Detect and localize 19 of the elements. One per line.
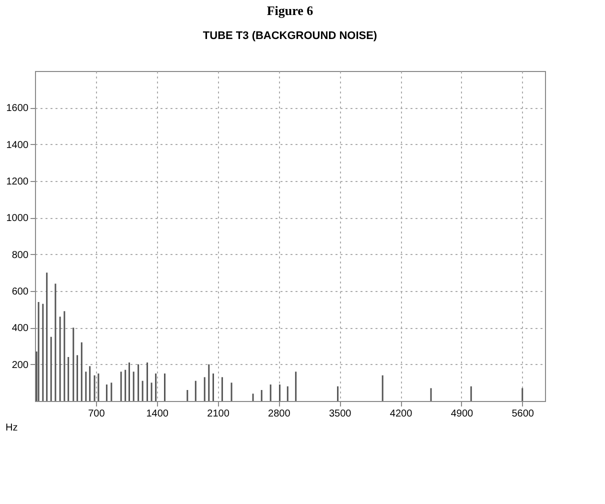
x-axis-title: Hz <box>6 422 18 434</box>
y-tick-label: 800 <box>12 250 29 261</box>
x-tick-label: 4200 <box>390 408 413 420</box>
chart-subtitle: TUBE T3 (BACKGROUND NOISE) <box>202 30 378 42</box>
x-tick-label: 1400 <box>146 408 169 420</box>
y-tick-label: 600 <box>12 286 29 298</box>
y-tick-label: 1200 <box>6 176 29 188</box>
x-tick-label: 3500 <box>328 408 352 420</box>
y-tick-label: 1400 <box>6 140 29 151</box>
y-tick-label: 400 <box>12 323 29 334</box>
y-tick-label: 200 <box>12 360 29 371</box>
y-tick-label: 1600 <box>6 103 29 114</box>
x-tick-label: 700 <box>88 408 106 420</box>
x-tick-label: 5600 <box>512 408 534 420</box>
x-tick-label: 2800 <box>268 408 291 420</box>
chart-title: Figure 6 <box>266 3 314 18</box>
x-tick-label: 2100 <box>207 408 230 420</box>
y-tick-label: 1000 <box>6 213 29 224</box>
x-tick-label: 4900 <box>450 408 474 420</box>
